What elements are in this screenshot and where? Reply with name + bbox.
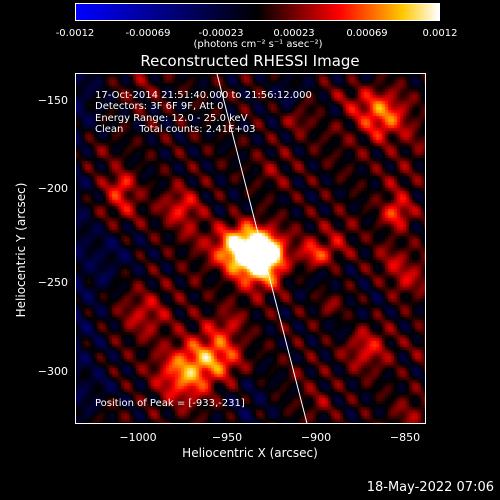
x-axis-label: Heliocentric X (arcsec) bbox=[182, 446, 318, 460]
y-tick-label: −200 bbox=[37, 182, 68, 195]
heatmap-image bbox=[76, 74, 425, 423]
colorbar-tick: 0.00023 bbox=[273, 28, 315, 39]
annotation-detectors: Detectors: 3F 6F 9F, Att 0 bbox=[95, 101, 224, 112]
colorbar-tick: 0.0012 bbox=[422, 28, 458, 39]
y-tick-label: −250 bbox=[37, 276, 68, 289]
x-tick-label: −950 bbox=[211, 431, 243, 444]
y-axis-label: Heliocentric Y (arcsec) bbox=[14, 182, 28, 318]
colorbar bbox=[75, 3, 440, 21]
colorbar-tick: -0.0012 bbox=[55, 28, 95, 39]
solar-limb-line bbox=[216, 74, 308, 423]
plot-area: 17-Oct-2014 21:51:40.000 to 21:56:12.000… bbox=[75, 73, 426, 424]
colorbar-tick: 0.00069 bbox=[346, 28, 388, 39]
plot-overlay bbox=[216, 74, 308, 423]
annotation-energy: Energy Range: 12.0 - 25.0 keV bbox=[95, 113, 248, 124]
annotation-clean: Clean Total counts: 2.41E+03 bbox=[95, 124, 256, 135]
x-tick-label: −1000 bbox=[119, 431, 157, 444]
y-tick-label: −300 bbox=[37, 365, 68, 378]
chart-title: Reconstructed RHESSI Image bbox=[140, 52, 360, 70]
annotation-time-range: 17-Oct-2014 21:51:40.000 to 21:56:12.000 bbox=[95, 90, 312, 101]
y-tick-label: −150 bbox=[37, 94, 68, 107]
colorbar-units: (photons cm⁻² s⁻¹ asec⁻²) bbox=[193, 39, 323, 50]
x-tick-label: −850 bbox=[389, 431, 421, 444]
timestamp: 18-May-2022 07:06 bbox=[366, 480, 494, 495]
colorbar-tick: -0.00023 bbox=[198, 28, 244, 39]
colorbar-tick: -0.00069 bbox=[125, 28, 171, 39]
annotation-peak-position: Position of Peak = [-933,-231] bbox=[95, 398, 245, 409]
x-tick-label: −900 bbox=[300, 431, 332, 444]
